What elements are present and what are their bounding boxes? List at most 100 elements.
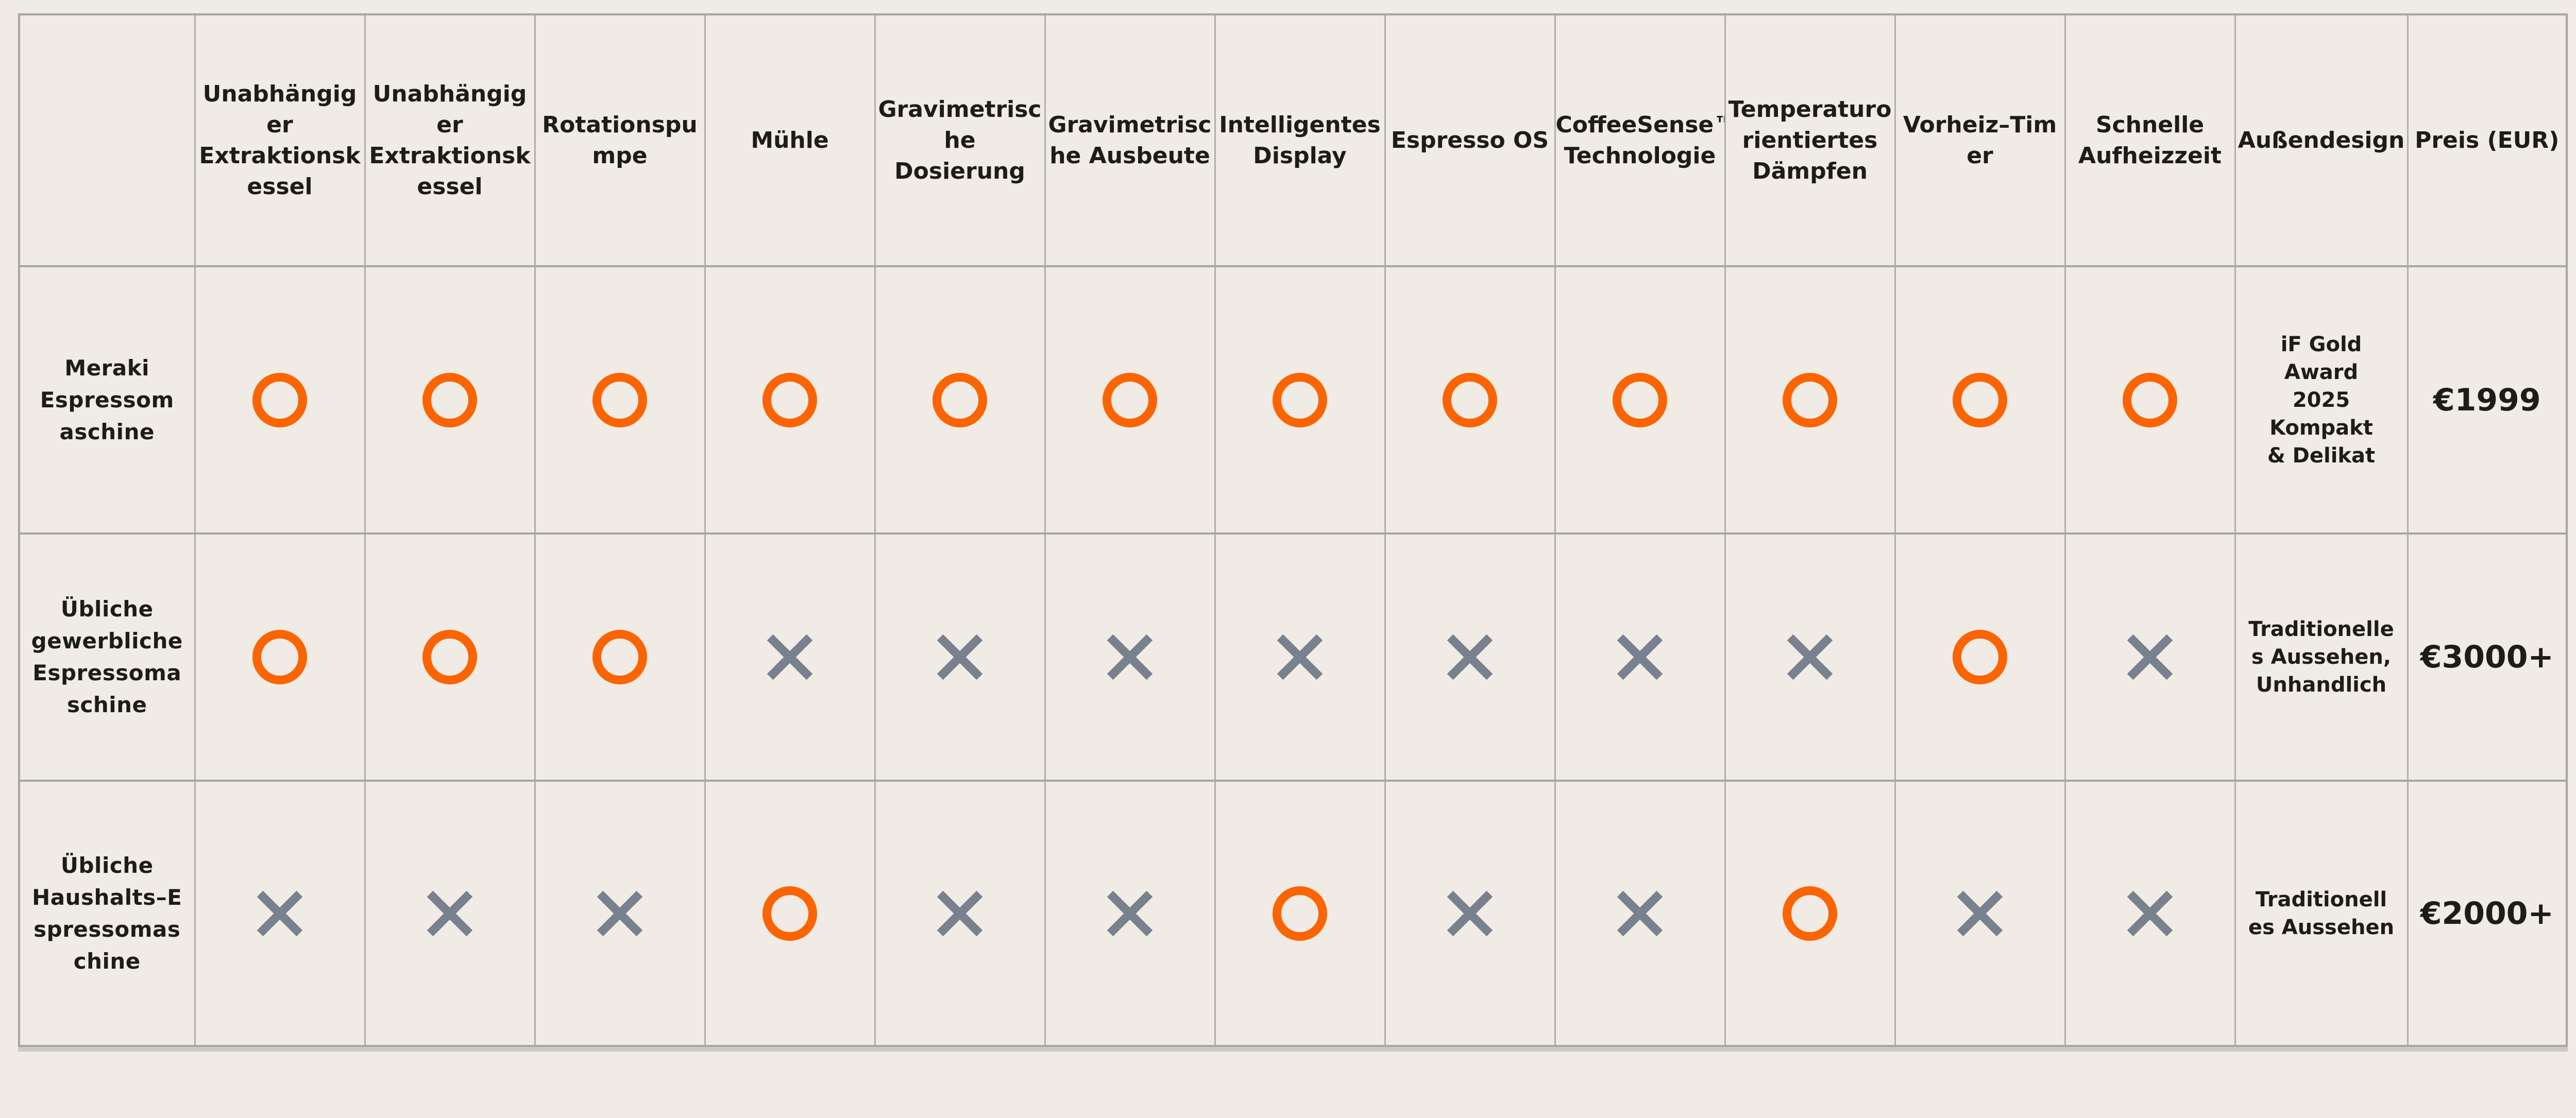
feature-cell <box>1894 265 2066 535</box>
table-row-meraki: Meraki Espressom aschine iF Gold Award 2… <box>18 265 2568 535</box>
feature-cell <box>534 780 706 1047</box>
column-header: Unabhängig er Extraktionsk essel <box>194 13 366 267</box>
table-row-gewerblich: Übliche gewerbliche Espressoma schine Tr… <box>18 532 2568 782</box>
row-label: Übliche gewerbliche Espressoma schine <box>18 532 196 782</box>
feature-cell <box>1044 265 1216 535</box>
feature-cell <box>874 265 1046 535</box>
feature-cell <box>194 780 366 1047</box>
gray-cross-icon <box>937 634 983 680</box>
orange-circle-icon <box>1953 372 2007 427</box>
column-header: Rotationspu mpe <box>534 13 706 267</box>
gray-cross-icon <box>1447 890 1493 936</box>
feature-cell <box>534 532 706 782</box>
gray-cross-icon <box>2127 890 2173 936</box>
feature-cell <box>704 780 876 1047</box>
feature-cell <box>364 265 536 535</box>
column-header: Schnelle Aufheizzeit <box>2064 13 2236 267</box>
orange-circle-icon <box>422 372 477 427</box>
feature-cell <box>1724 532 1896 782</box>
feature-cell <box>1894 532 2066 782</box>
design-cell: Traditionelle s Aussehen, Unhandlich <box>2234 532 2409 782</box>
column-header-aussendesign: Außendesign <box>2234 13 2409 267</box>
comparison-table: Unabhängig er Extraktionsk essel Unabhän… <box>18 13 2568 1047</box>
gray-cross-icon <box>1617 634 1663 680</box>
feature-cell <box>2064 265 2236 535</box>
feature-cell <box>1724 265 1896 535</box>
gray-cross-icon <box>937 890 983 936</box>
feature-cell <box>1894 780 2066 1047</box>
feature-cell <box>364 780 536 1047</box>
gray-cross-icon <box>1447 634 1493 680</box>
corner-cell <box>18 13 196 267</box>
feature-cell <box>1384 265 1556 535</box>
column-header: Espresso OS <box>1384 13 1556 267</box>
feature-cell <box>1724 780 1896 1047</box>
feature-cell <box>874 532 1046 782</box>
row-label: Übliche Haushalts–E spressomas chine <box>18 780 196 1047</box>
feature-cell <box>364 532 536 782</box>
feature-cell <box>2064 532 2236 782</box>
orange-circle-icon <box>252 372 307 427</box>
gray-cross-icon <box>1107 890 1153 936</box>
column-header: Temperaturo rientiertes Dämpfen <box>1724 13 1896 267</box>
feature-cell <box>704 532 876 782</box>
table-row-haushalt: Übliche Haushalts–E spressomas chine Tra… <box>18 780 2568 1047</box>
header-row: Unabhängig er Extraktionsk essel Unabhän… <box>18 13 2568 267</box>
feature-cell <box>1384 532 1556 782</box>
column-header: Gravimetrisc he Dosierung <box>874 13 1046 267</box>
feature-cell <box>2064 780 2236 1047</box>
orange-circle-icon <box>592 372 647 427</box>
column-header: Vorheiz–Tim er <box>1894 13 2066 267</box>
column-header: Unabhängig er Extraktionsk essel <box>364 13 536 267</box>
gray-cross-icon <box>1957 890 2003 936</box>
gray-cross-icon <box>257 890 303 936</box>
orange-circle-icon <box>933 372 987 427</box>
gray-cross-icon <box>427 890 473 936</box>
feature-cell <box>534 265 706 535</box>
orange-circle-icon <box>422 630 477 684</box>
orange-circle-icon <box>762 372 817 427</box>
column-header: Gravimetrisc he Ausbeute <box>1044 13 1216 267</box>
orange-circle-icon <box>1273 372 1327 427</box>
orange-circle-icon <box>1783 372 1837 427</box>
feature-cell <box>194 265 366 535</box>
feature-cell <box>1214 265 1386 535</box>
design-cell: Traditionell es Aussehen <box>2234 780 2409 1047</box>
orange-circle-icon <box>1783 886 1837 941</box>
feature-cell <box>1384 780 1556 1047</box>
orange-circle-icon <box>762 886 817 941</box>
orange-circle-icon <box>592 630 647 684</box>
feature-cell <box>1214 780 1386 1047</box>
feature-cell <box>194 532 366 782</box>
feature-cell <box>704 265 876 535</box>
gray-cross-icon <box>2127 634 2173 680</box>
price-cell: €3000+ <box>2406 532 2568 782</box>
orange-circle-icon <box>1443 372 1497 427</box>
column-header: CoffeeSense™ Technologie <box>1554 13 1726 267</box>
feature-cell <box>1044 532 1216 782</box>
feature-cell <box>1554 532 1726 782</box>
gray-cross-icon <box>1617 890 1663 936</box>
gray-cross-icon <box>597 890 643 936</box>
orange-circle-icon <box>1613 372 1667 427</box>
price-cell: €1999 <box>2406 265 2568 535</box>
gray-cross-icon <box>1787 634 1833 680</box>
orange-circle-icon <box>1103 372 1157 427</box>
feature-cell <box>1554 265 1726 535</box>
orange-circle-icon <box>2123 372 2177 427</box>
column-header-preis: Preis (EUR) <box>2406 13 2568 267</box>
column-header: Intelligentes Display <box>1214 13 1386 267</box>
feature-cell <box>1554 780 1726 1047</box>
gray-cross-icon <box>1277 634 1323 680</box>
orange-circle-icon <box>1953 630 2007 684</box>
gray-cross-icon <box>1107 634 1153 680</box>
feature-cell <box>1044 780 1216 1047</box>
price-cell: €2000+ <box>2406 780 2568 1047</box>
feature-cell <box>1214 532 1386 782</box>
orange-circle-icon <box>252 630 307 684</box>
gray-cross-icon <box>767 634 813 680</box>
column-header: Mühle <box>704 13 876 267</box>
row-label: Meraki Espressom aschine <box>18 265 196 535</box>
design-cell: iF Gold Award 2025 Kompakt & Delikat <box>2234 265 2409 535</box>
orange-circle-icon <box>1273 886 1327 941</box>
